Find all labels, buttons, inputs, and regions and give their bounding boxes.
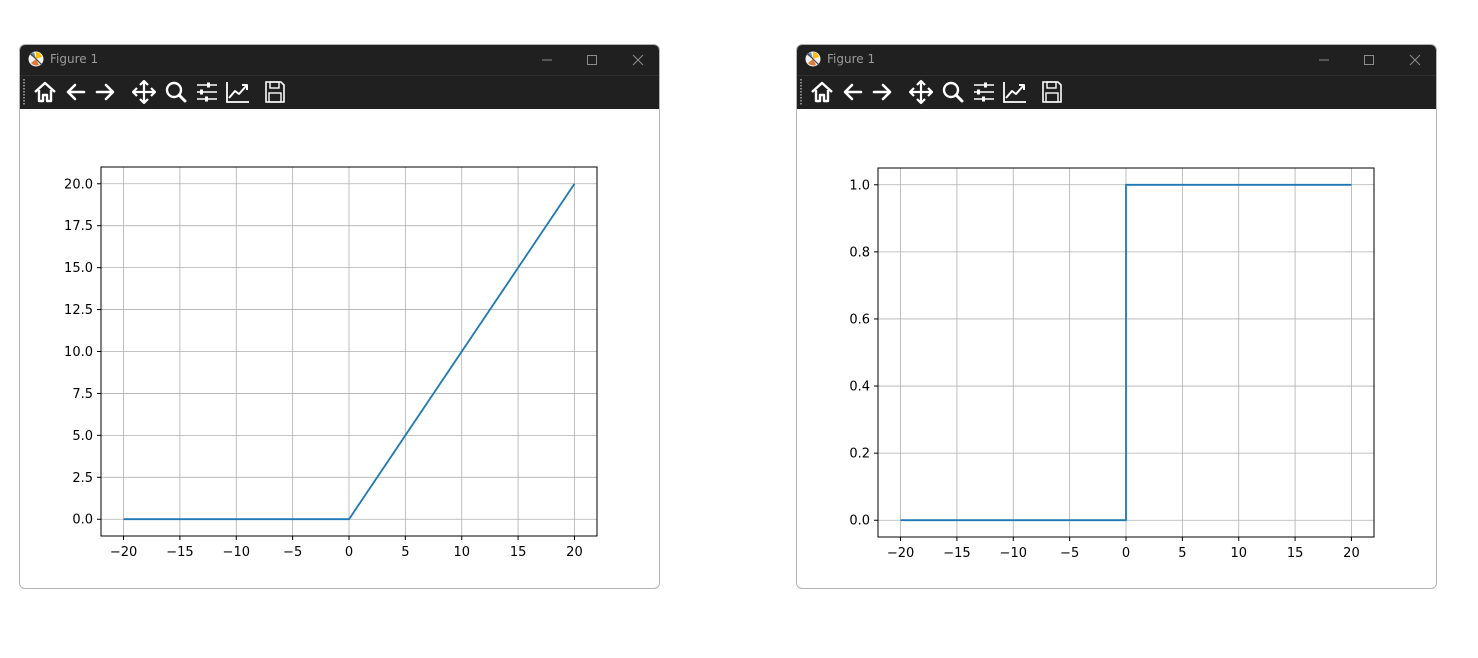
figure-window-2: Figure 1 xyxy=(796,44,1437,589)
save-button[interactable] xyxy=(1040,79,1066,105)
toolbar-grip[interactable] xyxy=(23,79,25,105)
x-tick-label: 0 xyxy=(1122,546,1130,561)
y-tick-label: 7.5 xyxy=(72,387,93,402)
y-tick-label: 0.6 xyxy=(849,312,870,327)
edit-axes-icon xyxy=(1003,82,1026,103)
x-tick-label: −10 xyxy=(223,545,250,560)
configure-subplots-icon xyxy=(974,82,994,102)
edit-axes-button[interactable] xyxy=(1002,79,1028,105)
close-icon xyxy=(1409,54,1421,66)
minimize-button[interactable] xyxy=(1301,45,1347,75)
y-tick-label: 0.0 xyxy=(72,513,93,528)
save-button[interactable] xyxy=(263,79,289,105)
y-tick-label: 0.4 xyxy=(849,380,870,395)
y-tick-label: 15.0 xyxy=(64,261,93,276)
home-button[interactable] xyxy=(810,79,836,105)
x-tick-label: 20 xyxy=(566,545,583,560)
configure-subplots-button[interactable] xyxy=(195,79,221,105)
title-bar[interactable]: Figure 1 xyxy=(20,45,659,75)
zoom-icon xyxy=(165,81,187,103)
save-icon xyxy=(265,81,285,103)
minimize-icon xyxy=(542,59,552,61)
pan-button[interactable] xyxy=(909,79,935,105)
series-line xyxy=(123,183,576,521)
back-arrow-icon xyxy=(66,83,86,101)
x-tick-label: −5 xyxy=(283,545,302,560)
toolbar-grip[interactable] xyxy=(800,79,802,105)
edit-axes-icon xyxy=(226,82,249,103)
maximize-icon xyxy=(587,55,597,65)
navigation-toolbar xyxy=(20,75,659,109)
window-title: Figure 1 xyxy=(50,52,99,66)
maximize-button[interactable] xyxy=(1346,45,1392,75)
navigation-toolbar xyxy=(797,75,1436,109)
maximize-icon xyxy=(1364,55,1374,65)
forward-arrow-icon xyxy=(872,83,892,101)
forward-button[interactable] xyxy=(870,79,896,105)
home-icon xyxy=(34,81,56,103)
x-tick-label: 15 xyxy=(1287,546,1304,561)
x-tick-label: 15 xyxy=(510,545,527,560)
zoom-button[interactable] xyxy=(941,79,967,105)
series-line xyxy=(900,183,1352,522)
close-button[interactable] xyxy=(1392,45,1436,75)
minimize-icon xyxy=(1319,59,1329,61)
back-button[interactable] xyxy=(841,79,867,105)
y-tick-label: 10.0 xyxy=(64,345,93,360)
y-tick-label: 5.0 xyxy=(72,429,93,444)
close-icon xyxy=(632,54,644,66)
figure-window-1: Figure 1 xyxy=(19,44,660,589)
y-tick-label: 1.0 xyxy=(849,178,870,193)
x-tick-label: −20 xyxy=(887,546,914,561)
x-tick-label: 0 xyxy=(345,545,353,560)
y-tick-label: 0.8 xyxy=(849,245,870,260)
pan-icon xyxy=(132,79,156,105)
configure-subplots-button[interactable] xyxy=(972,79,998,105)
x-tick-label: −15 xyxy=(943,546,970,561)
x-tick-label: 5 xyxy=(1178,546,1186,561)
x-tick-label: −10 xyxy=(1000,546,1027,561)
window-title: Figure 1 xyxy=(827,52,876,66)
y-tick-label: 0.0 xyxy=(849,514,870,529)
maximize-button[interactable] xyxy=(569,45,615,75)
x-tick-label: 5 xyxy=(401,545,409,560)
y-tick-label: 20.0 xyxy=(64,177,93,192)
x-tick-label: −15 xyxy=(166,545,193,560)
save-icon xyxy=(1042,81,1062,103)
zoom-icon xyxy=(942,81,964,103)
zoom-button[interactable] xyxy=(164,79,190,105)
close-button[interactable] xyxy=(615,45,659,75)
configure-subplots-icon xyxy=(197,82,217,102)
y-tick-label: 17.5 xyxy=(64,219,93,234)
figure-canvas[interactable]: −20 −15 −10 −5 0 5 10 15 20 0.0 2.5 5.0 7.5 10.0 12.5 1… xyxy=(20,109,659,588)
figure-canvas[interactable]: −20 −15 −10 −5 0 5 10 15 20 0.0 0.2 0.4 0.6 0.8 1.0 xyxy=(797,109,1436,588)
back-button[interactable] xyxy=(64,79,90,105)
x-tick-label: 10 xyxy=(1230,546,1247,561)
forward-arrow-icon xyxy=(95,83,115,101)
x-tick-label: −5 xyxy=(1060,546,1079,561)
minimize-button[interactable] xyxy=(524,45,570,75)
home-button[interactable] xyxy=(33,79,59,105)
title-bar[interactable]: Figure 1 xyxy=(797,45,1436,75)
y-tick-label: 2.5 xyxy=(72,471,93,486)
pan-icon xyxy=(909,79,933,105)
y-tick-label: 0.2 xyxy=(849,447,870,462)
matplotlib-app-icon xyxy=(805,51,821,67)
x-tick-label: 20 xyxy=(1343,546,1360,561)
pan-button[interactable] xyxy=(132,79,158,105)
forward-button[interactable] xyxy=(93,79,119,105)
home-icon xyxy=(811,81,833,103)
x-tick-label: 10 xyxy=(453,545,470,560)
matplotlib-app-icon xyxy=(28,51,44,67)
x-tick-label: −20 xyxy=(110,545,137,560)
edit-axes-button[interactable] xyxy=(225,79,251,105)
back-arrow-icon xyxy=(843,83,863,101)
y-tick-label: 12.5 xyxy=(64,303,93,318)
